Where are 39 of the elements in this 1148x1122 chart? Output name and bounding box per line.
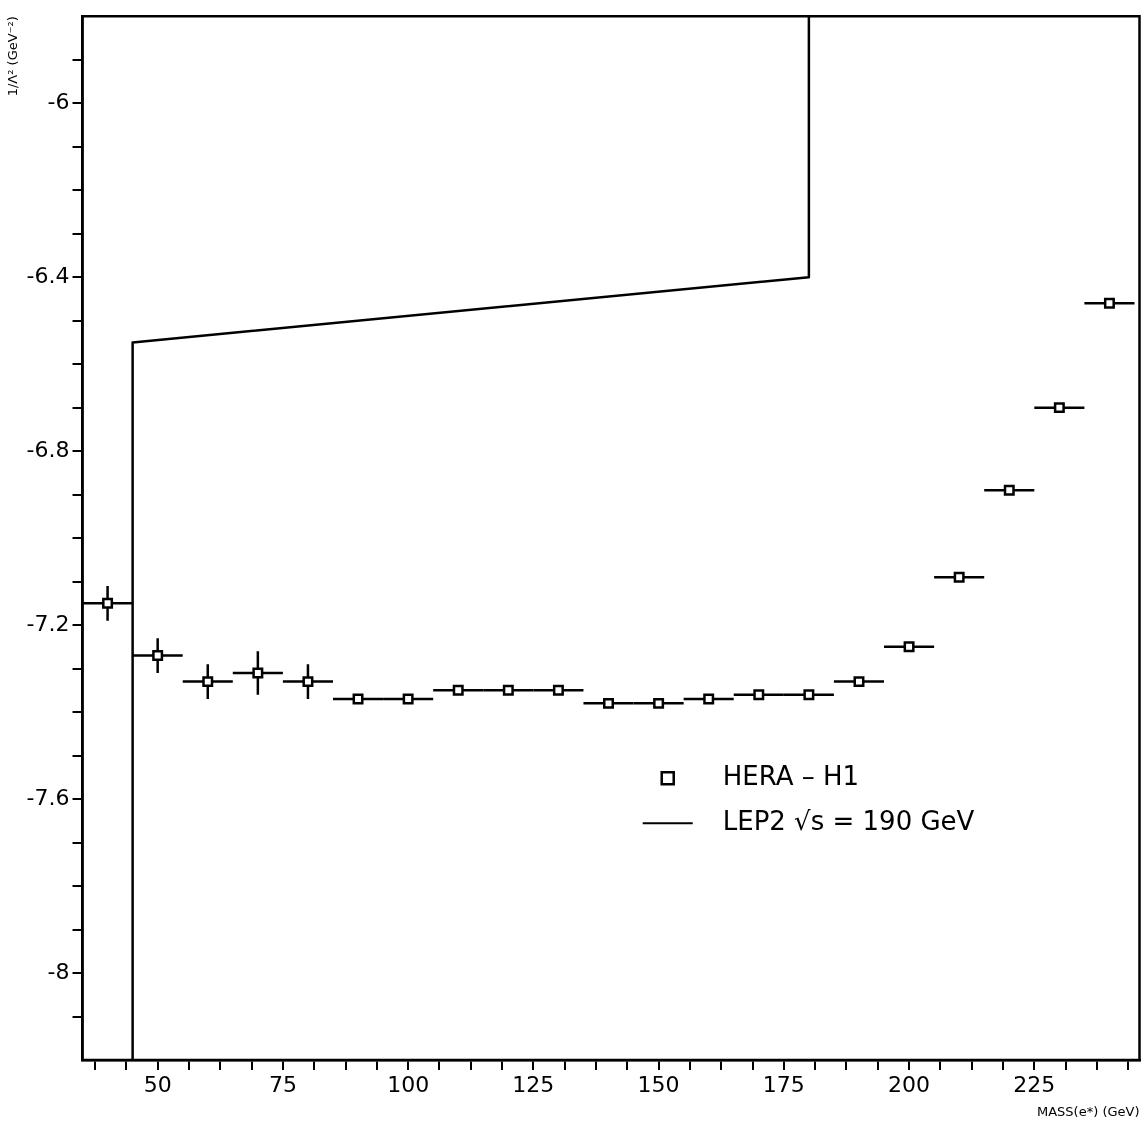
x-tick-label: 100 <box>387 1071 430 1097</box>
point <box>603 697 614 709</box>
point <box>252 667 264 679</box>
x-tick-label: 175 <box>762 1071 805 1097</box>
y-axis-title: 1/Λ² (GeV⁻²) <box>5 16 21 97</box>
point <box>853 676 865 688</box>
x-tick-label: 200 <box>888 1071 931 1097</box>
point <box>803 689 815 701</box>
y-tick-label: -6.8 <box>26 436 70 462</box>
point <box>452 684 464 696</box>
point <box>352 693 364 705</box>
point <box>703 693 715 705</box>
point <box>302 676 314 688</box>
point <box>953 571 965 583</box>
legend-label: LEP2 √s = 190 GeV <box>722 805 975 836</box>
x-axis-title: MASS(e*) (GeV) <box>1037 1103 1140 1119</box>
x-tick-label: 50 <box>143 1071 172 1097</box>
point <box>1053 402 1065 414</box>
y-tick-label: -7.2 <box>26 610 70 636</box>
point <box>502 684 514 696</box>
x-tick-label: 125 <box>512 1071 555 1097</box>
point <box>402 693 414 705</box>
point <box>753 689 765 701</box>
point <box>1103 297 1115 309</box>
y-tick-label: -7.6 <box>26 784 70 810</box>
y-tick-label: -6 <box>47 88 70 114</box>
point <box>102 597 114 609</box>
x-tick-label: 75 <box>268 1071 297 1097</box>
x-tick-label: 150 <box>637 1071 680 1097</box>
point <box>552 684 564 696</box>
point <box>903 641 915 653</box>
y-tick-label: -6.4 <box>26 262 70 288</box>
x-tick-label: 225 <box>1013 1071 1056 1097</box>
point <box>1003 484 1015 496</box>
point <box>202 676 214 688</box>
point <box>152 650 164 662</box>
legend-label: HERA – H1 <box>722 760 860 791</box>
y-tick-label: -8 <box>47 958 70 984</box>
point <box>653 697 665 709</box>
